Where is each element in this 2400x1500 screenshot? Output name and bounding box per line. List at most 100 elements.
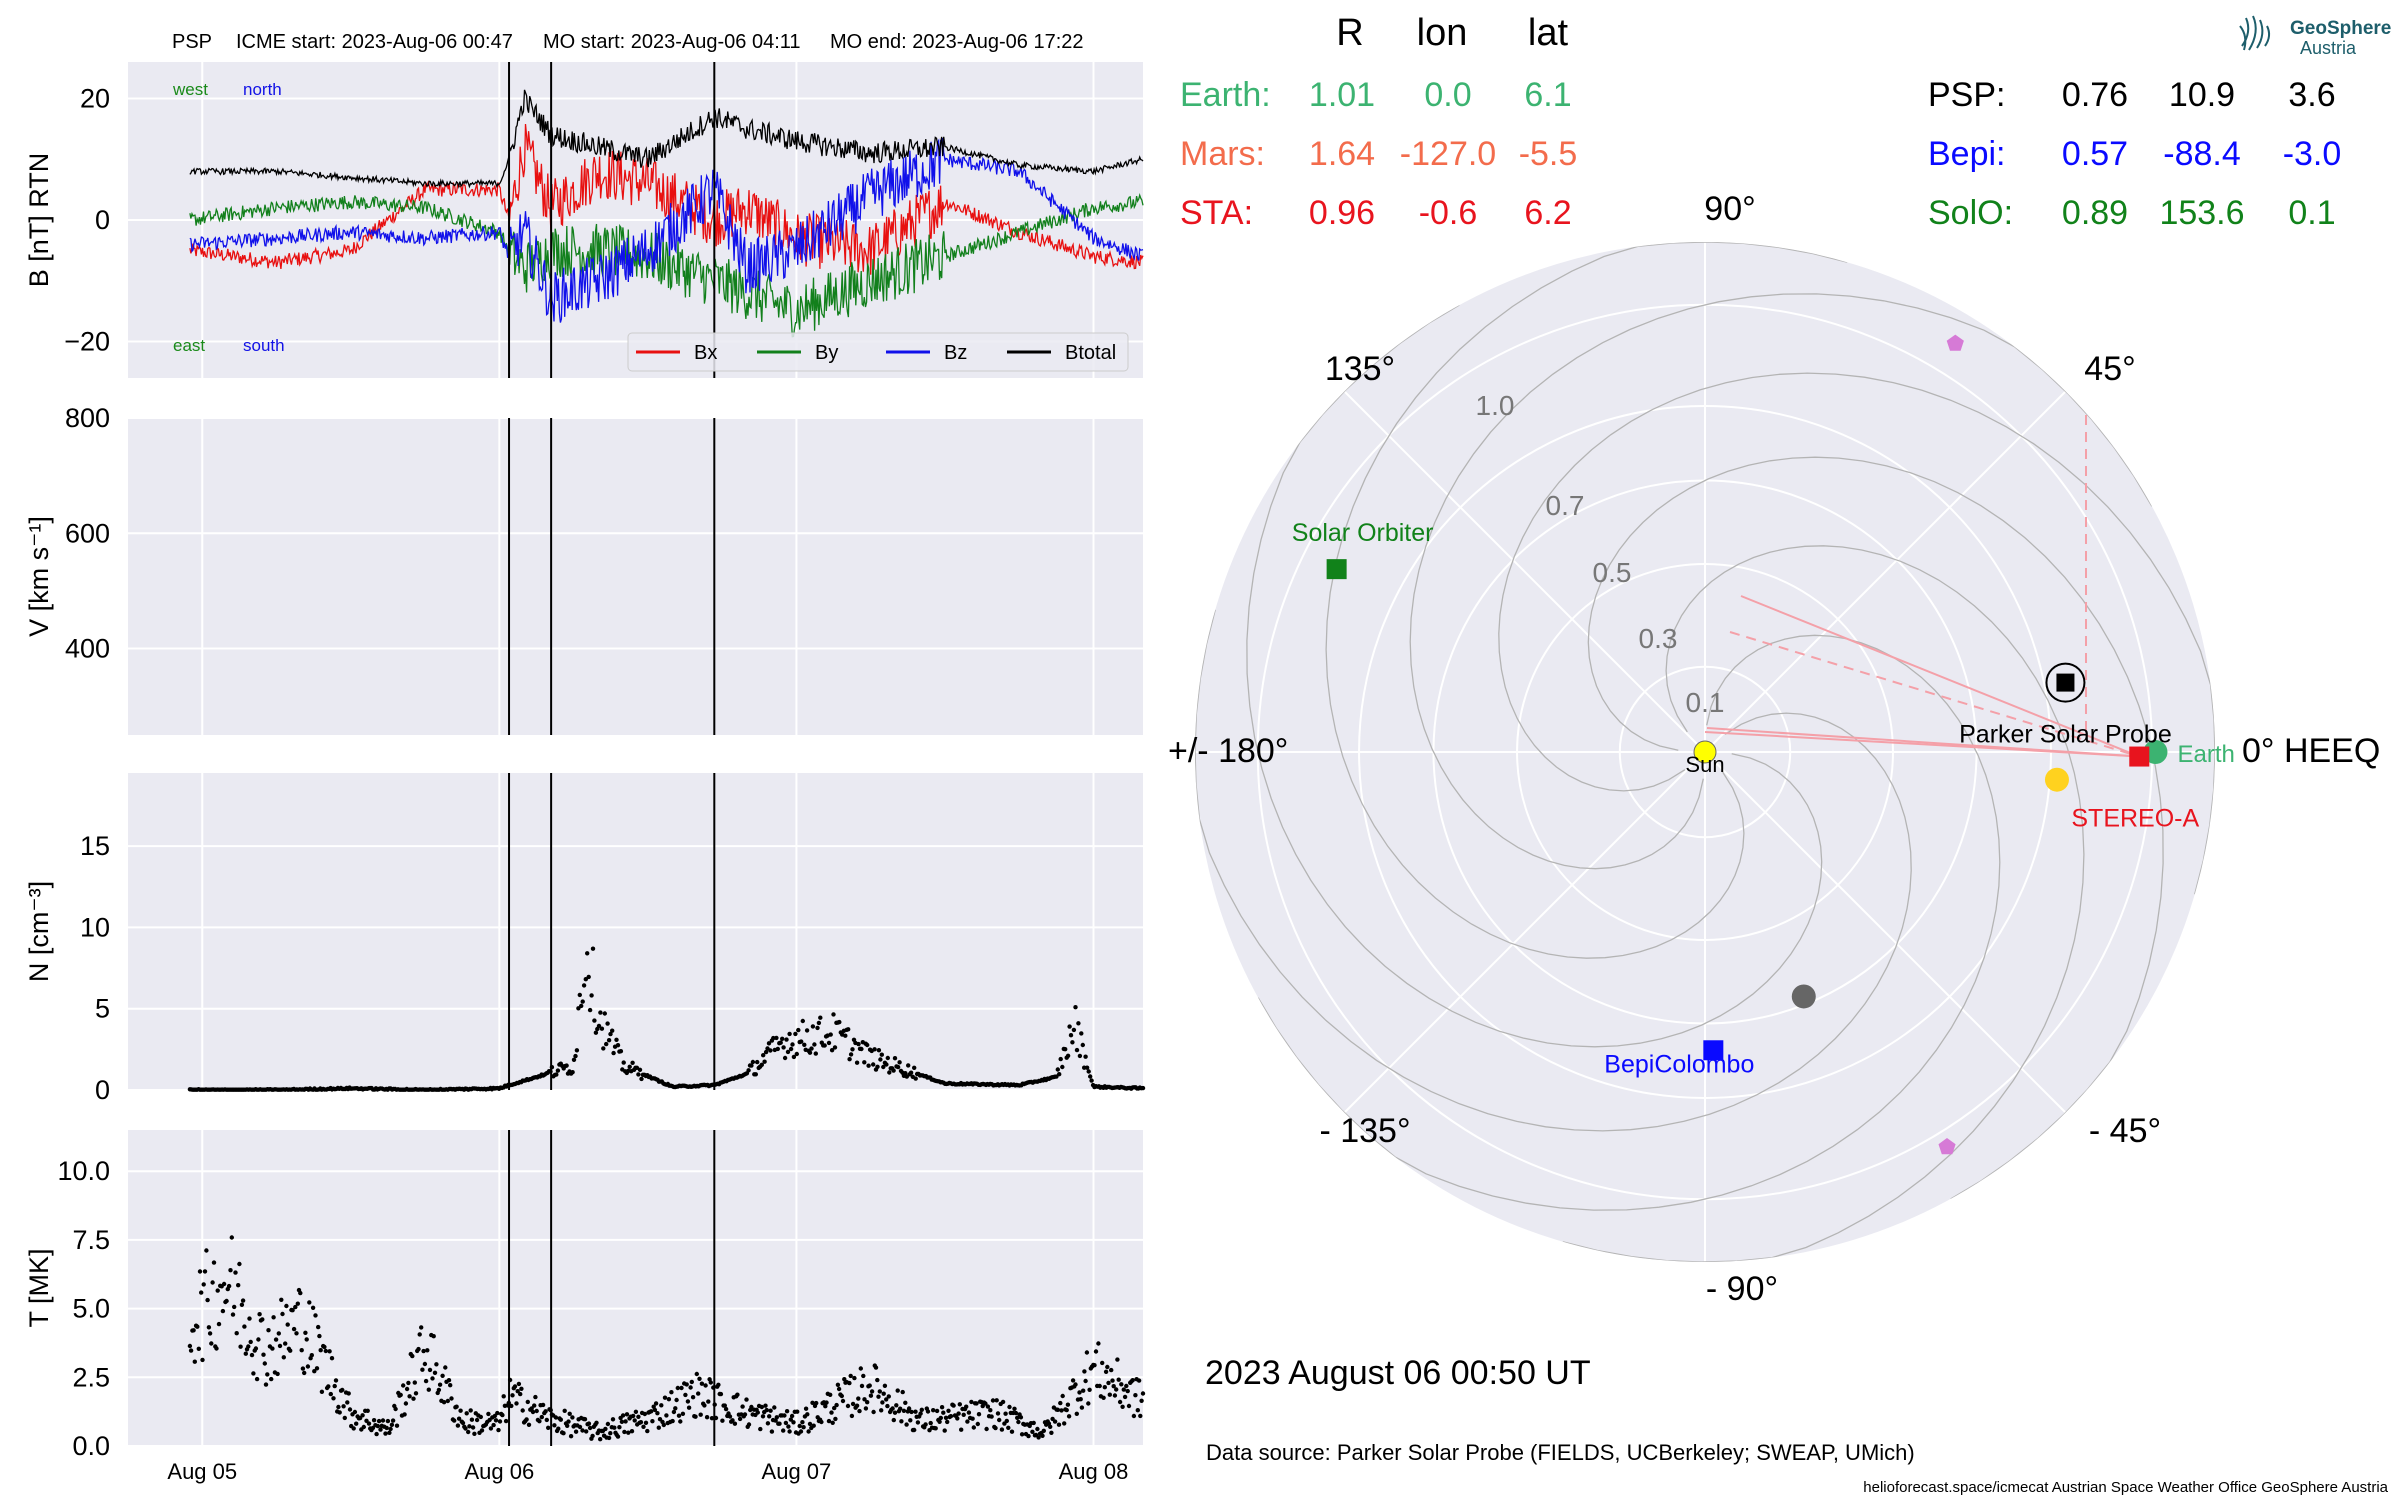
data-point	[467, 1424, 472, 1429]
data-point	[1059, 1408, 1064, 1413]
data-point	[746, 1422, 752, 1427]
data-point	[828, 1032, 833, 1037]
annotation-north: north	[243, 80, 282, 99]
data-point	[903, 1400, 908, 1406]
data-point	[673, 1406, 678, 1411]
data-point	[254, 1376, 260, 1382]
data-point	[388, 1426, 393, 1432]
data-point	[965, 1419, 970, 1424]
data-point	[957, 1402, 962, 1407]
data-point	[1119, 1382, 1124, 1387]
data-point	[390, 1418, 396, 1423]
data-point	[966, 1410, 972, 1415]
data-point	[881, 1391, 886, 1396]
data-point	[1135, 1408, 1141, 1413]
data-point	[1062, 1421, 1067, 1426]
data-point	[885, 1403, 890, 1409]
body-label: BepiColombo	[1604, 1050, 1754, 1078]
radial-label: 0.3	[1639, 623, 1678, 654]
data-point	[803, 1406, 809, 1411]
data-point	[242, 1324, 247, 1329]
logo-mark-icon	[2239, 15, 2271, 51]
data-point	[412, 1380, 417, 1385]
data-point	[192, 1359, 197, 1364]
data-point	[915, 1420, 921, 1425]
data-point	[753, 1072, 758, 1077]
data-point	[709, 1416, 715, 1421]
data-point	[801, 1425, 806, 1430]
panel-density: 0 5 10 15 N [cm⁻³]	[24, 773, 1146, 1105]
data-point	[999, 1427, 1005, 1432]
data-point	[649, 1409, 654, 1414]
data-point	[294, 1331, 299, 1336]
data-point	[544, 1417, 549, 1423]
data-point	[546, 1425, 551, 1431]
data-point	[810, 1400, 815, 1406]
data-point	[615, 1434, 621, 1439]
data-point	[938, 1415, 943, 1421]
y-axis-label: T [MK]	[24, 1248, 54, 1327]
data-point	[441, 1400, 447, 1405]
data-point	[354, 1421, 359, 1426]
time-series-panels: −20 0 20 B [nT] RTN west north east south Bx By Bz…	[24, 62, 1146, 1484]
data-point	[221, 1281, 227, 1287]
mo-start-label: MO start: 2023-Aug-06 04:11	[543, 31, 801, 53]
data-point	[899, 1419, 904, 1424]
data-point	[1080, 1042, 1086, 1048]
data-point	[445, 1398, 450, 1404]
data-point	[759, 1404, 764, 1410]
data-point	[570, 1415, 575, 1420]
table-row-lat: 6.2	[1524, 194, 1571, 232]
credits: helioforecast.space/icmecat Austrian Spa…	[1863, 1479, 2388, 1496]
data-point	[1000, 1399, 1006, 1405]
data-point	[495, 1410, 500, 1416]
data-point	[934, 1408, 940, 1414]
data-point	[664, 1413, 669, 1418]
table-row-lon: 10.9	[2169, 76, 2235, 114]
table-row-R: 0.96	[1309, 194, 1375, 232]
data-point	[997, 1417, 1002, 1423]
data-point	[791, 1054, 797, 1060]
data-point	[784, 1037, 789, 1042]
data-point	[643, 1420, 649, 1426]
data-point	[885, 1055, 890, 1061]
data-point	[247, 1316, 252, 1321]
data-point	[577, 992, 582, 998]
data-point	[529, 1406, 534, 1411]
data-point	[610, 1417, 616, 1422]
body-ring-mark	[2045, 662, 2086, 703]
data-point	[782, 1055, 788, 1061]
data-point	[614, 1037, 619, 1043]
data-point	[605, 1421, 611, 1427]
data-point	[1018, 1415, 1024, 1420]
data-point	[266, 1328, 271, 1333]
data-point	[760, 1414, 766, 1419]
table-row-R: 1.64	[1309, 135, 1375, 173]
data-point	[881, 1064, 886, 1070]
data-point	[807, 1050, 813, 1055]
data-point	[840, 1398, 846, 1404]
y-axis-label: B [nT] RTN	[24, 153, 54, 288]
data-point	[593, 1030, 599, 1035]
parker-spiral-line	[1195, 609, 1912, 1132]
data-point	[1140, 1085, 1146, 1091]
data-point	[859, 1046, 864, 1052]
data-point	[826, 1040, 832, 1046]
data-point	[375, 1423, 380, 1429]
data-point	[1140, 1391, 1146, 1396]
data-point	[631, 1413, 636, 1419]
data-point	[875, 1377, 880, 1383]
data-point	[865, 1400, 870, 1405]
data-point	[516, 1381, 522, 1387]
data-point	[624, 1412, 630, 1417]
connection-line	[1740, 595, 2140, 758]
data-point	[565, 1423, 570, 1429]
data-point	[983, 1401, 988, 1406]
data-point	[276, 1331, 281, 1336]
data-point	[1031, 1420, 1036, 1426]
data-point	[788, 1046, 794, 1052]
data-point	[280, 1311, 285, 1317]
data-point	[876, 1394, 881, 1399]
data-point	[449, 1396, 454, 1401]
table-row-lat: 6.1	[1524, 76, 1571, 114]
